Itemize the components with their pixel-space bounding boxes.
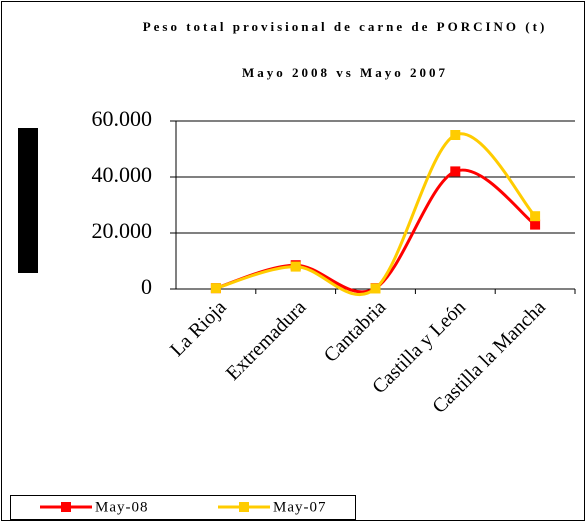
marker	[370, 283, 381, 294]
marker	[450, 166, 461, 177]
y-tick-label: 60.000	[92, 106, 153, 131]
legend-label: May-07	[273, 499, 327, 515]
chart-title: Peso total provisional de carne de PORCI…	[142, 19, 548, 34]
y-axis-label-box	[18, 128, 38, 273]
legend-marker	[61, 502, 71, 512]
marker	[290, 261, 301, 272]
legend-marker	[239, 502, 249, 512]
marker	[450, 130, 461, 140]
y-tick-label: 20.000	[92, 218, 153, 243]
marker	[210, 283, 221, 294]
y-tick-label: 0	[141, 274, 152, 299]
marker	[530, 219, 541, 230]
series-line	[215, 132, 537, 297]
y-tick-label: 40.000	[92, 162, 153, 187]
chart-subtitle: Mayo 2008 vs Mayo 2007	[241, 65, 449, 80]
legend-label: May-08	[95, 499, 149, 515]
marker	[530, 211, 541, 222]
